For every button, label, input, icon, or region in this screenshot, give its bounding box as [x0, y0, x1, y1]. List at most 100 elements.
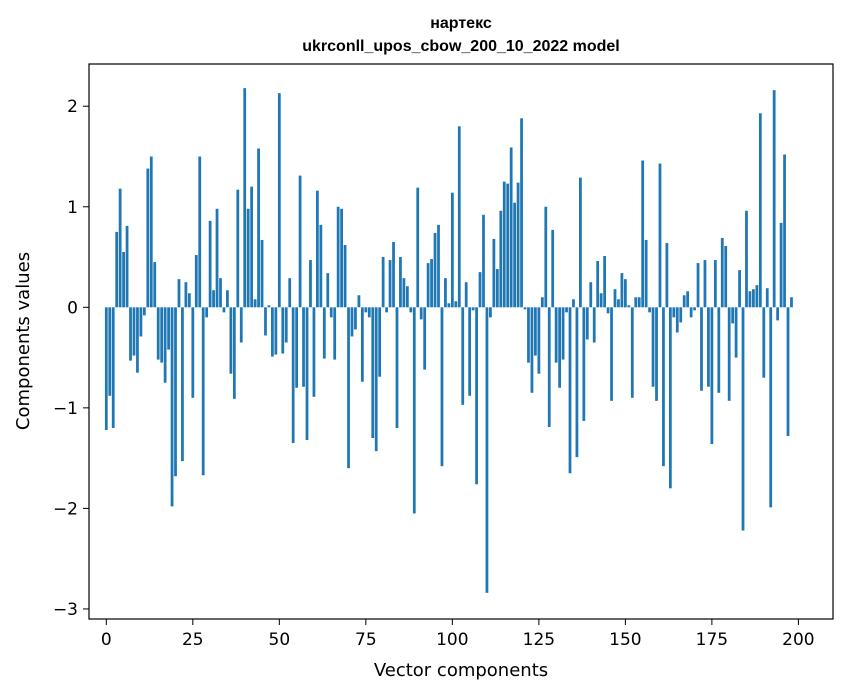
x-tick-label: 175: [696, 630, 728, 650]
bar: [568, 307, 572, 474]
bar: [440, 307, 444, 467]
bar: [495, 269, 499, 308]
bar: [745, 210, 748, 308]
bar: [627, 305, 631, 308]
bar: [437, 224, 440, 308]
bar: [146, 168, 150, 308]
chart-subtitle: ukrconll_upos_cbow_200_10_2022 model: [302, 38, 619, 55]
bar: [115, 231, 119, 308]
bar: [492, 238, 496, 308]
bar: [752, 289, 755, 308]
bar: [156, 307, 160, 360]
bar: [658, 163, 662, 308]
bar: [378, 307, 382, 377]
bar: [713, 260, 717, 308]
bar: [710, 307, 714, 445]
bar: [617, 299, 620, 308]
bar: [454, 301, 458, 308]
bar: [727, 307, 731, 401]
bar: [464, 282, 468, 308]
bar: [585, 307, 589, 340]
bar: [222, 307, 226, 313]
bar: [219, 278, 222, 308]
bar: [399, 257, 402, 308]
bar: [402, 278, 406, 308]
bar: [198, 156, 202, 308]
bar: [603, 256, 606, 308]
y-tick-label: 2: [67, 97, 78, 117]
bar: [360, 307, 364, 382]
bar: [350, 307, 354, 337]
bar: [423, 307, 427, 370]
y-tick-label: −1: [53, 399, 78, 419]
bar: [257, 148, 260, 308]
bar: [104, 307, 108, 430]
bar: [298, 175, 302, 308]
x-tick-label: 25: [182, 630, 204, 650]
bar: [385, 307, 388, 313]
bar: [769, 307, 773, 508]
bar: [502, 181, 506, 308]
bar: [679, 307, 683, 323]
bar: [108, 307, 112, 396]
bar: [530, 307, 534, 393]
bar: [357, 295, 361, 308]
bar: [447, 303, 451, 308]
bar: [405, 286, 409, 308]
y-tick-label: −3: [53, 600, 78, 620]
bar: [392, 241, 395, 308]
bar: [326, 273, 330, 308]
bar: [755, 285, 759, 308]
x-tick-label: 125: [523, 630, 555, 650]
bar: [433, 232, 437, 308]
bar: [142, 307, 146, 316]
bar: [700, 307, 703, 391]
bar: [582, 307, 586, 421]
bars-group: [104, 88, 793, 593]
bar: [264, 307, 267, 336]
bar: [686, 291, 690, 308]
bar: [655, 307, 658, 401]
y-tick-label: −2: [53, 499, 78, 519]
bar: [187, 293, 191, 308]
bar: [419, 307, 423, 320]
bar: [229, 307, 233, 374]
bar: [579, 177, 582, 308]
bar: [776, 307, 780, 321]
bar: [610, 307, 613, 401]
bar: [132, 307, 136, 356]
bar: [416, 187, 420, 308]
bar: [575, 307, 579, 458]
bar: [288, 278, 292, 308]
bar: [371, 307, 375, 439]
bar: [322, 307, 326, 359]
bar: [170, 307, 174, 507]
bar: [520, 118, 523, 308]
bar: [316, 190, 319, 308]
bar: [367, 307, 371, 318]
bar: [630, 307, 634, 398]
bar: [122, 252, 125, 308]
bar: [226, 290, 229, 308]
bar: [613, 289, 617, 308]
bar: [554, 307, 558, 363]
bar: [523, 307, 527, 310]
bar: [215, 208, 219, 308]
bar: [149, 156, 153, 308]
bar: [267, 305, 271, 308]
bar: [184, 282, 188, 308]
bar: [388, 260, 392, 308]
bar: [239, 307, 243, 343]
bar: [250, 186, 254, 308]
x-tick-label: 50: [269, 630, 291, 650]
bar: [430, 259, 433, 308]
bar: [589, 282, 593, 308]
bar: [516, 182, 520, 308]
bar: [489, 307, 492, 318]
bar: [551, 229, 555, 308]
bar: [281, 307, 285, 354]
bar: [340, 208, 343, 308]
bar: [540, 297, 544, 308]
bar: [409, 307, 413, 313]
